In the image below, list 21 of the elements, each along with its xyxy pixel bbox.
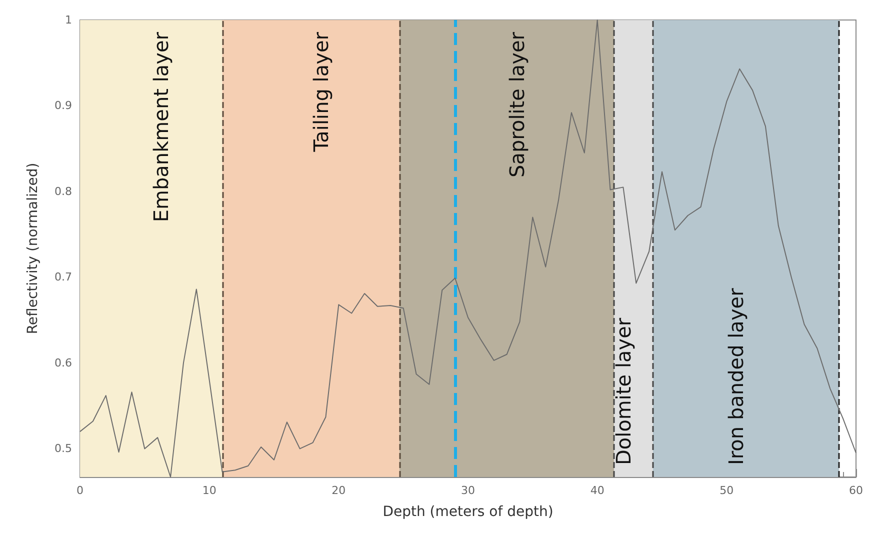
y-tick-label: 0.5 — [54, 442, 72, 456]
y-tick-label: 0.6 — [54, 356, 72, 370]
band-label: Tailing layer — [308, 31, 333, 153]
band-label: Embankment layer — [149, 31, 174, 222]
y-tick-label: 0.8 — [54, 184, 72, 198]
x-tick-label: 30 — [461, 484, 475, 497]
band-label: Iron banded layer — [724, 287, 748, 465]
x-tick-label: 60 — [849, 484, 863, 497]
y-tick-label: 0.7 — [54, 270, 72, 284]
y-tick-label: 0.9 — [54, 99, 72, 112]
y-tick-label: 1 — [65, 14, 72, 26]
line-series — [80, 20, 856, 478]
band-label: Dolomite layer — [612, 317, 636, 465]
x-tick-label: 50 — [720, 484, 734, 497]
y-axis-title: Reflectivity (normalized) — [25, 162, 41, 334]
x-tick-label: 10 — [202, 484, 216, 497]
x-axis-title: Depth (meters of depth) — [382, 504, 554, 520]
band-label: Saprolite layer — [504, 31, 529, 178]
x-tick-label: 20 — [332, 484, 346, 497]
x-tick-label: 0 — [76, 484, 84, 497]
x-tick-label: 40 — [590, 484, 604, 497]
